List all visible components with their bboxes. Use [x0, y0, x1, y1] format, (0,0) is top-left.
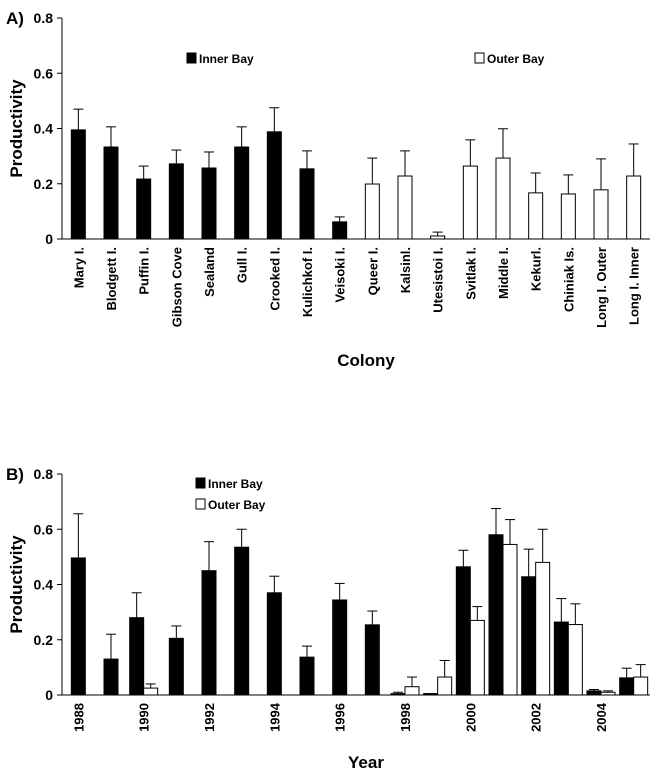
y-tick-label: 0: [45, 231, 53, 247]
bar: [70, 557, 86, 696]
bar: [332, 221, 348, 240]
bar: [168, 637, 184, 696]
bar: [136, 178, 152, 240]
legend-swatch: [195, 498, 206, 510]
bar: [567, 624, 583, 696]
bar: [553, 621, 569, 696]
y-tick-label: 0.6: [34, 521, 54, 537]
x-tick-label: Chiniak Is.: [561, 247, 576, 312]
legend-swatch: [186, 52, 197, 64]
bar: [103, 146, 119, 240]
x-tick-label: Middle I.: [496, 247, 511, 299]
bar: [364, 183, 380, 240]
bar: [201, 570, 217, 696]
x-tick-label: Long I. Inner: [627, 247, 642, 325]
bar: [266, 592, 282, 696]
bar: [103, 658, 119, 696]
x-tick-label: 1994: [267, 702, 282, 732]
y-tick-label: 0.2: [34, 632, 54, 648]
y-axis-title: Productivity: [7, 535, 26, 634]
x-tick-label: Gibson Cove: [169, 247, 184, 327]
bar: [600, 691, 616, 696]
x-axis-title: Colony: [337, 351, 395, 370]
bar: [586, 690, 602, 696]
legend-swatch: [195, 477, 206, 489]
legend-label: Outer Bay: [208, 498, 266, 512]
bar: [488, 534, 504, 696]
y-tick-label: 0.8: [34, 466, 54, 482]
x-tick-label: Crooked I.: [267, 247, 282, 311]
x-tick-label: Mary I.: [71, 247, 86, 288]
x-tick-label: Utesistoi I.: [431, 247, 446, 313]
x-axis-title: Year: [348, 753, 384, 772]
bar: [266, 131, 282, 240]
y-tick-label: 0: [45, 687, 53, 703]
bar: [234, 146, 250, 240]
bar: [397, 175, 413, 240]
bar: [560, 193, 576, 240]
bar: [299, 656, 315, 696]
bar: [430, 235, 446, 240]
bar: [528, 192, 544, 240]
y-tick-label: 0.6: [34, 65, 54, 81]
x-tick-label: Long I. Outer: [594, 247, 609, 328]
x-tick-label: 1990: [137, 703, 152, 732]
panel-label: B): [6, 465, 24, 484]
y-tick-label: 0.4: [34, 121, 54, 137]
x-tick-label: Queer I.: [365, 247, 380, 295]
legend-swatch: [474, 52, 485, 64]
bar: [168, 163, 184, 240]
bar: [234, 546, 250, 696]
x-tick-label: Puffin I.: [137, 247, 152, 295]
legend-label: Inner Bay: [208, 477, 263, 491]
x-tick-label: 2004: [594, 702, 609, 732]
x-tick-label: 1988: [71, 703, 86, 732]
bar: [633, 676, 649, 696]
bar: [535, 561, 551, 696]
x-tick-label: Kekurl.: [529, 247, 544, 291]
x-tick-label: Kulichkof I.: [300, 247, 315, 317]
bar: [332, 599, 348, 696]
panel-label: A): [6, 9, 24, 28]
x-tick-label: Kalsinl.: [398, 247, 413, 293]
x-tick-label: Sealand: [202, 247, 217, 297]
y-tick-label: 0.2: [34, 176, 54, 192]
bar: [495, 157, 511, 240]
bar: [70, 129, 86, 240]
bar: [201, 167, 217, 240]
bar: [299, 168, 315, 240]
x-tick-label: 2002: [529, 703, 544, 732]
bar: [364, 624, 380, 696]
y-axis-title: Productivity: [7, 79, 26, 178]
bar: [390, 693, 406, 696]
x-tick-label: Gull I.: [235, 247, 250, 283]
bar: [404, 686, 420, 696]
legend-label: Outer Bay: [487, 52, 545, 66]
bar: [462, 165, 478, 240]
bar: [143, 687, 159, 696]
bar: [437, 676, 453, 696]
bar: [129, 617, 145, 696]
bar: [626, 175, 642, 240]
x-tick-label: Blodgett I.: [104, 247, 119, 311]
x-tick-label: 1992: [202, 703, 217, 732]
x-tick-label: 1996: [333, 703, 348, 732]
bar: [593, 189, 609, 240]
bar: [502, 543, 518, 696]
x-tick-label: 1998: [398, 703, 413, 732]
x-tick-label: Veisoki I.: [333, 247, 348, 303]
bar: [469, 619, 485, 696]
x-tick-label: 2000: [463, 703, 478, 732]
y-tick-label: 0.4: [34, 577, 54, 593]
x-tick-label: Svitlak I.: [463, 247, 478, 300]
bar: [455, 566, 471, 696]
bar: [521, 576, 537, 696]
y-tick-label: 0.8: [34, 10, 54, 26]
legend-label: Inner Bay: [199, 52, 254, 66]
bar: [619, 677, 635, 696]
